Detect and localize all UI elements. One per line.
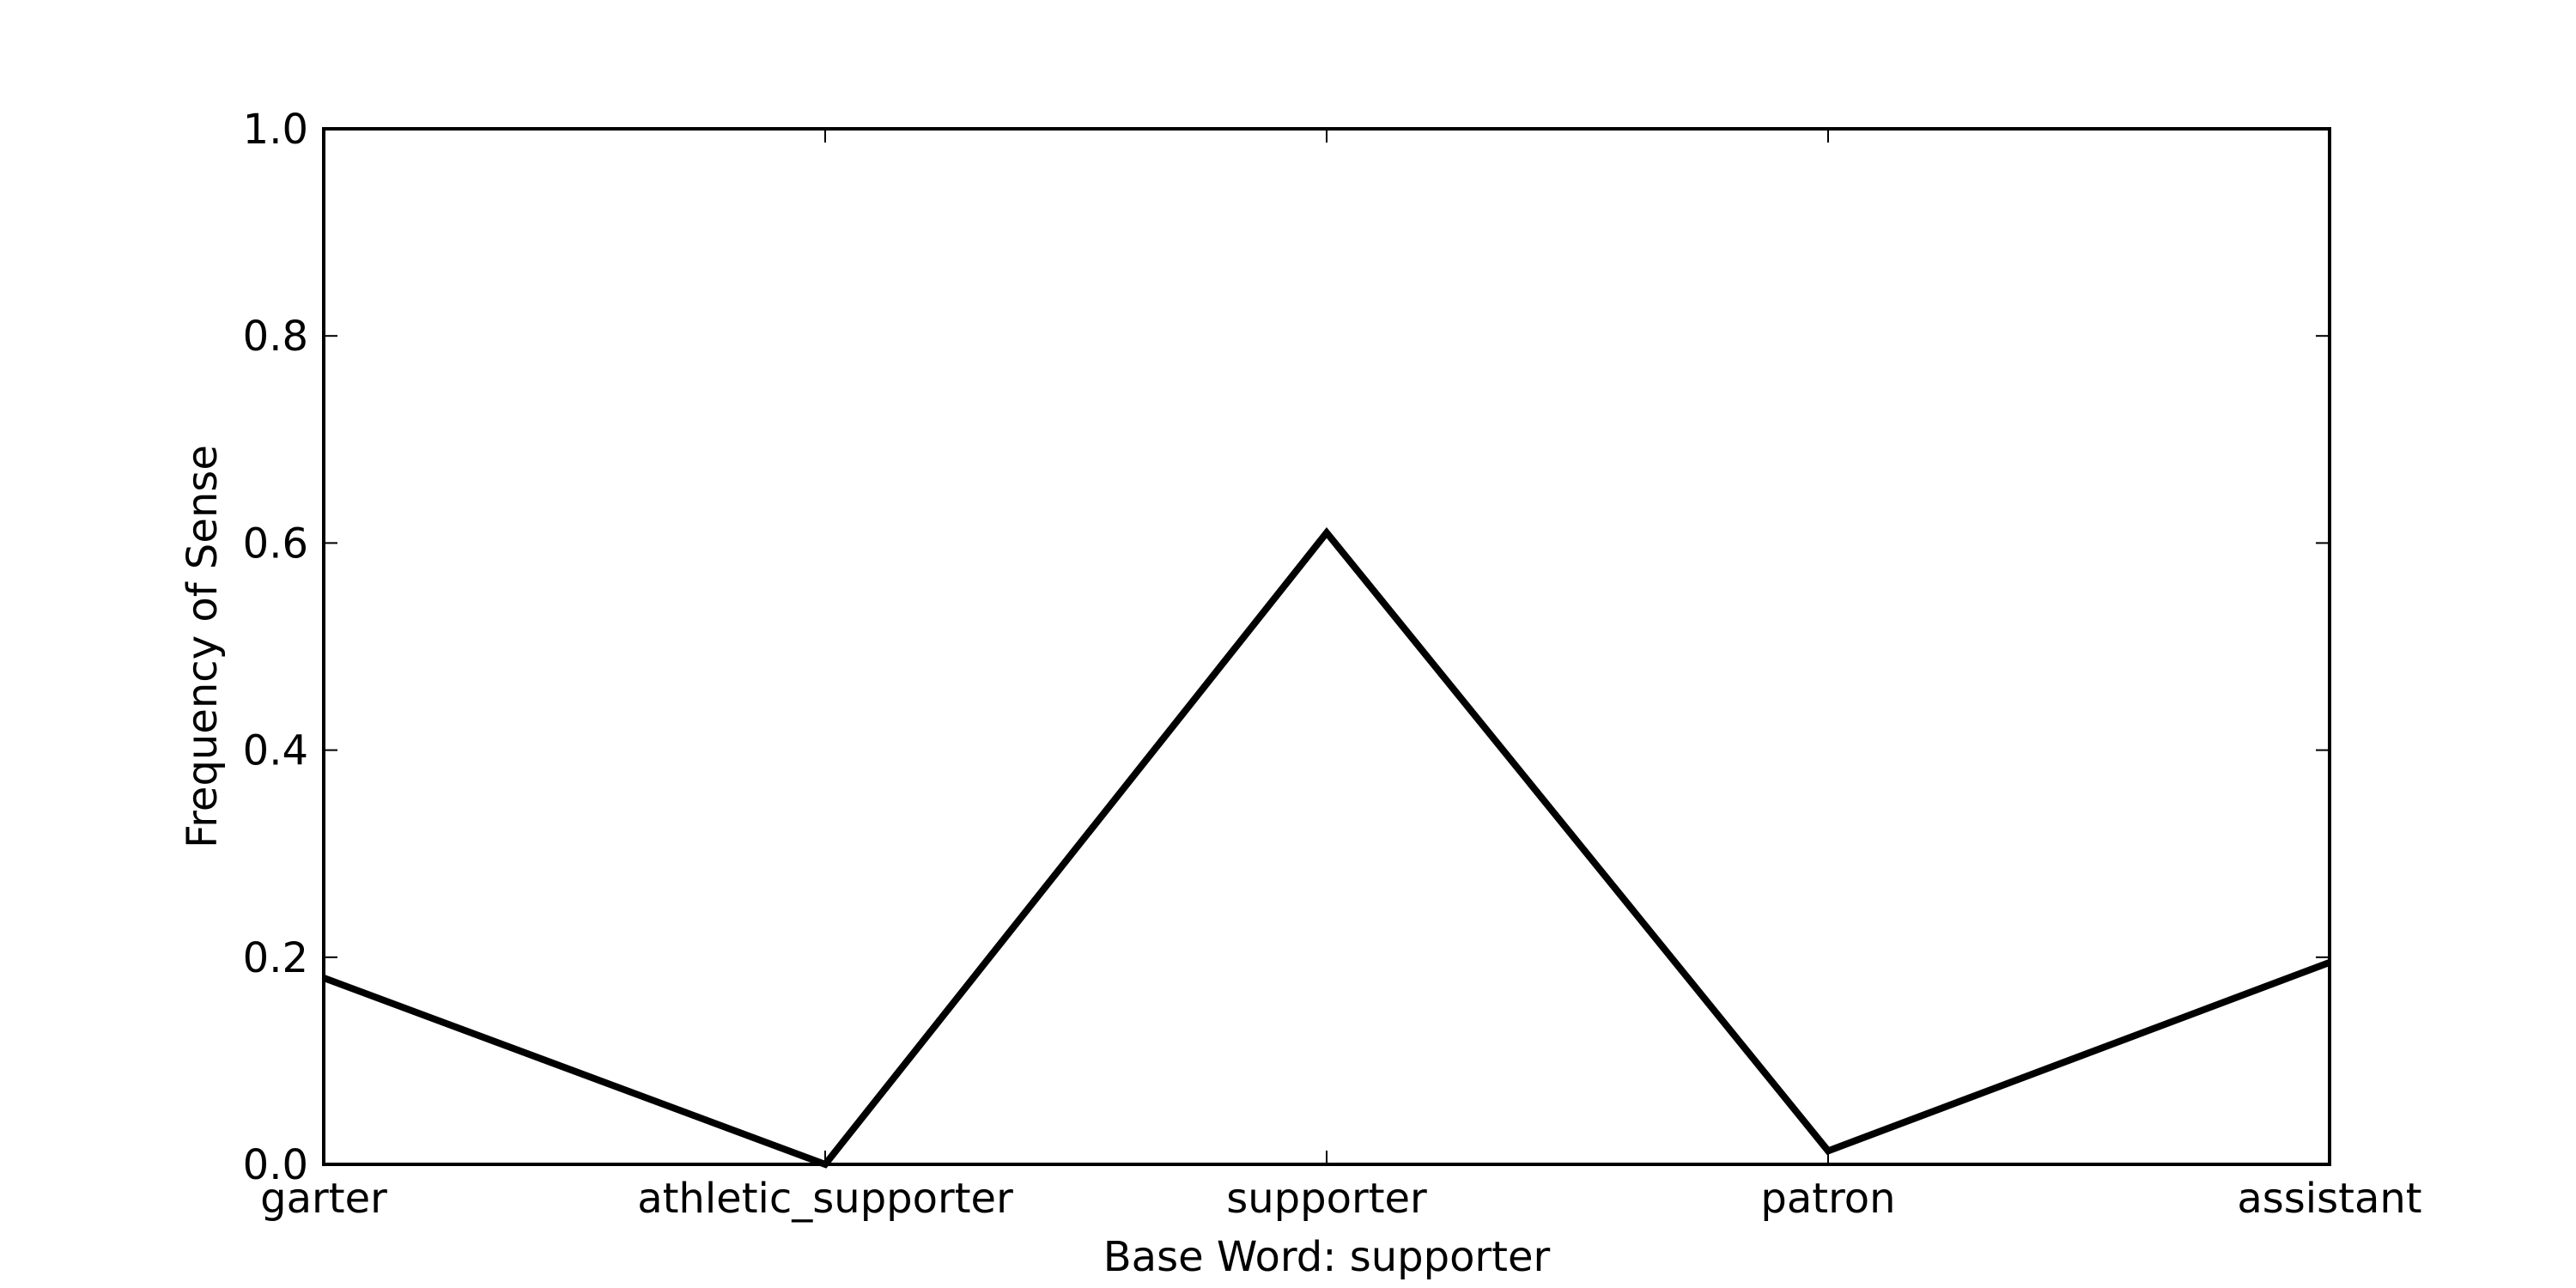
y-axis-title: Frequency of Sense	[179, 445, 227, 848]
x-tick-label: supporter	[1226, 1175, 1427, 1223]
series-line	[322, 526, 2331, 1169]
y-tick-label: 0.2	[243, 934, 308, 982]
y-tick-label: 0.4	[243, 727, 308, 775]
x-tick-label: patron	[1760, 1175, 1895, 1223]
x-tick-label: garter	[260, 1175, 387, 1223]
plot-frame	[322, 127, 2331, 1166]
y-tick-label: 1.0	[243, 106, 308, 154]
y-tick-label: 0.6	[243, 519, 308, 568]
y-tick-label: 0.0	[243, 1141, 308, 1189]
y-tick-label: 0.8	[243, 313, 308, 361]
x-tick-label: assistant	[2237, 1175, 2421, 1223]
y-axis-ticks: 0.0 0.2 0.4 0.6 0.8 1.0	[243, 106, 2330, 1189]
x-tick-label: athletic_supporter	[637, 1175, 1013, 1223]
x-axis-ticks: garter athletic_supporter supporter patron a…	[260, 129, 2422, 1223]
x-axis-title: Base Word: supporter	[1103, 1233, 1551, 1281]
